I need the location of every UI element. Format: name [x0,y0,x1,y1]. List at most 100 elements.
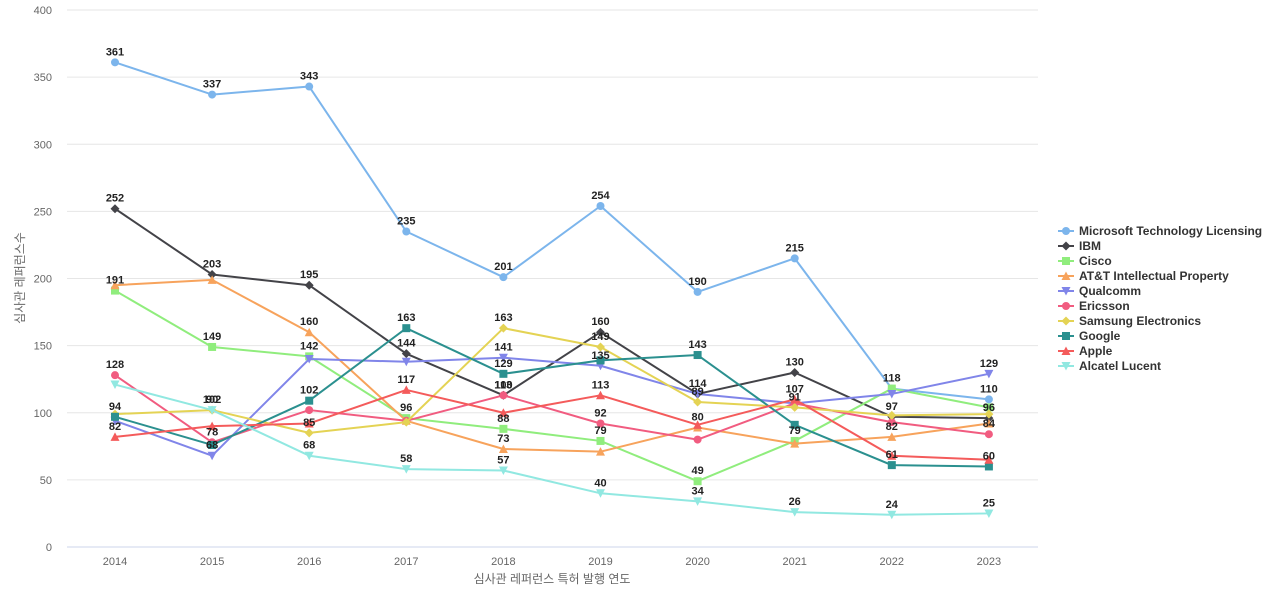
legend-item-samsung-electronics[interactable]: Samsung Electronics [1058,314,1201,328]
data-point [499,273,508,282]
data-label: 79 [594,425,606,437]
data-label: 235 [397,216,415,228]
data-label: 191 [106,275,124,287]
data-label: 343 [300,71,318,83]
series-google [111,324,993,471]
data-label: 102 [203,394,221,406]
data-label: 190 [688,276,706,288]
legend-item-google[interactable]: Google [1058,329,1121,343]
data-point [401,385,411,394]
legend-label: AT&T Intellectual Property [1079,269,1229,283]
data-point [790,402,800,412]
data-label: 91 [789,391,801,403]
series-line [114,278,990,453]
y-tick-label: 400 [34,5,52,17]
data-point [984,403,993,412]
legend-item-ibm[interactable]: IBM [1058,239,1101,253]
legend-label: Apple [1079,344,1113,358]
data-point [207,451,217,461]
legend-label: Ericsson [1079,299,1130,313]
legend-item-at-t-intellectual-property[interactable]: AT&T Intellectual Property [1058,269,1229,283]
data-label: 100 [494,379,512,391]
data-point [304,428,314,438]
data-point [887,451,897,460]
data-label: 25 [983,497,995,509]
legend-item-apple[interactable]: Apple [1058,344,1113,358]
data-point [304,327,314,337]
data-point [790,508,800,517]
series-ericsson [111,371,993,447]
data-point [790,367,800,377]
data-label: 90 [206,394,218,406]
data-point [693,397,703,407]
data-point [693,287,702,296]
data-label: 114 [689,378,708,390]
data-point [111,58,119,67]
x-tick-label: 2015 [200,556,224,568]
legend-label: Google [1079,329,1121,343]
data-label: 40 [594,477,606,489]
data-point [887,510,897,520]
data-point [401,349,411,359]
data-label: 85 [303,417,315,429]
data-label: 102 [300,385,318,397]
data-label: 89 [691,386,703,398]
data-label: 68 [303,440,315,452]
data-point [305,406,314,415]
data-label: 82 [109,421,121,433]
data-label: 58 [400,453,412,465]
data-label: 80 [691,412,703,424]
data-label: 128 [106,359,124,371]
data-point [498,323,508,333]
legend-item-alcatel-lucent[interactable]: Alcatel Lucent [1058,359,1161,373]
data-label: 203 [203,258,221,270]
data-point [304,280,314,290]
data-point [208,90,217,99]
data-point [498,466,508,475]
series-line [114,61,990,401]
legend-marker [1062,332,1070,340]
data-label: 117 [397,374,415,386]
legend-item-ericsson[interactable]: Ericsson [1058,299,1130,313]
data-label: 160 [591,316,609,328]
y-tick-label: 0 [46,542,52,554]
data-label: 195 [300,269,318,281]
data-label: 163 [494,312,512,324]
data-point [887,389,897,399]
data-point [693,351,702,360]
data-point [790,439,800,448]
y-tick-label: 150 [34,341,52,353]
series-line [114,207,989,420]
data-label: 143 [688,339,706,351]
data-label: 141 [494,342,512,354]
data-label: 84 [983,418,996,430]
data-point [693,420,703,429]
x-tick-label: 2017 [394,556,418,568]
series-cisco [111,286,993,486]
data-point [111,412,119,421]
data-point [304,451,314,461]
data-point [984,455,994,464]
data-label: 142 [300,340,318,352]
data-label: 79 [789,425,801,437]
data-point [790,394,800,404]
legend-label: IBM [1079,239,1101,253]
data-point [887,461,896,470]
data-point [305,82,314,91]
data-label: 34 [691,485,704,497]
data-label: 149 [203,331,221,343]
data-label: 149 [591,331,609,343]
data-label: 130 [786,356,804,368]
legend-item-qualcomm[interactable]: Qualcomm [1058,284,1141,298]
data-label: 252 [106,193,124,205]
x-tick-label: 2016 [297,556,321,568]
data-label: 61 [886,449,898,461]
data-label: 337 [203,79,221,91]
data-label: 78 [206,426,218,438]
y-tick-label: 300 [34,139,52,151]
legend-item-cisco[interactable]: Cisco [1058,254,1112,268]
legend-item-microsoft-technology-licensing[interactable]: Microsoft Technology Licensing [1058,224,1262,238]
data-labels: 361 337 343 235 201 254 190 215 118 110 252 203 195 1… [106,46,998,510]
